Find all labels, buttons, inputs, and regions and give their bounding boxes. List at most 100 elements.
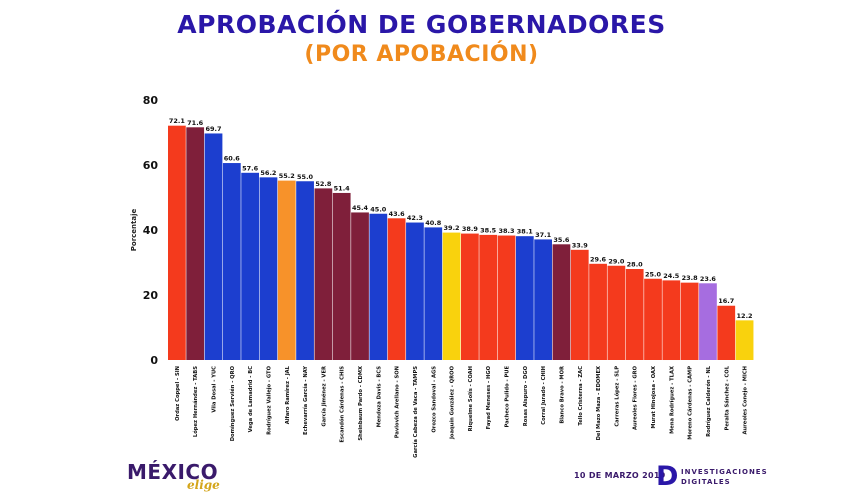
value-label: 25.0 (645, 270, 662, 278)
value-label: 38.3 (498, 227, 514, 235)
bar (296, 181, 314, 360)
value-label: 33.9 (572, 241, 589, 249)
x-tick-label: Orozco Sandoval - AGS (431, 366, 437, 433)
x-tick-label: Alfaro Ramírez - JAL (284, 365, 291, 424)
value-label: 39.2 (444, 224, 460, 232)
x-tick-label: Corral Jurado - CHIH (541, 366, 547, 425)
y-axis-ticks: 0 20 40 60 80 (143, 94, 159, 367)
chart-title: APROBACIÓN DE GOBERNADORES (177, 10, 666, 39)
x-tick-label: Vega de Lamadrid - BC (248, 366, 254, 433)
bar (589, 263, 607, 360)
y-tick-label: 60 (143, 159, 159, 172)
bars (168, 125, 754, 361)
value-label: 29.6 (590, 255, 607, 263)
bar (168, 125, 186, 361)
value-label: 55.2 (279, 172, 295, 180)
bar (332, 192, 351, 360)
value-label: 35.6 (553, 236, 570, 244)
value-label: 72.1 (169, 117, 186, 125)
y-tick-label: 20 (143, 289, 159, 302)
bar (204, 133, 223, 360)
x-tick-label: Rodríguez Calderón - NL (705, 365, 712, 437)
x-tick-label: Sheinbaum Pardo - CDMX (358, 366, 364, 441)
bar (644, 278, 662, 360)
x-tick-label: Pavlovich Arellano - SON (395, 366, 401, 438)
mexico-elige-logo-sub: elige (187, 478, 220, 492)
x-tick-label: Rodríguez Vallejo - GTO (265, 365, 272, 434)
value-label: 71.6 (187, 119, 204, 127)
value-label: 38.1 (517, 228, 534, 236)
publication-date: 10 DE MARZO 2019 (574, 471, 666, 480)
bar (406, 222, 424, 360)
x-tick-label: Mena Rodríguez - TLAX (668, 366, 675, 434)
x-tick-label: Vila Dosal - YUC (212, 366, 218, 413)
bar (461, 233, 479, 360)
y-tick-label: 0 (150, 354, 158, 367)
x-tick-label: Joaquín González - QROO (449, 365, 456, 440)
bar (552, 244, 571, 360)
bar (570, 249, 589, 360)
x-tick-label: Del Mazo Maza - EDOMEX (596, 366, 602, 440)
brand-name-line1: INVESTIGACIONES (681, 468, 768, 476)
bar (387, 218, 406, 360)
value-label: 28.0 (627, 261, 644, 269)
brand-name-line2: DIGITALES (681, 478, 731, 486)
value-label: 51.4 (334, 184, 351, 192)
value-label: 37.1 (535, 231, 552, 239)
value-label: 45.0 (370, 205, 387, 213)
x-tick-label: García Jiménez - VER (320, 366, 327, 427)
bar (222, 163, 241, 360)
y-tick-label: 80 (143, 94, 159, 107)
x-tick-label: López Hernández - TABS (192, 366, 199, 437)
bar (369, 213, 388, 360)
y-tick-label: 40 (143, 224, 159, 237)
value-labels: 72.1 71.669.7 60.657.656.2 55.2 55.052.851.4… (169, 117, 753, 320)
value-label: 29.0 (608, 257, 625, 265)
x-tick-label: Blanco Bravo - MOR (559, 366, 565, 424)
bar (515, 236, 534, 360)
x-tick-label: Ordaz Coppel - SIN (175, 366, 181, 421)
x-tick-label: Domínguez Servién - QRO (229, 365, 236, 441)
value-label: 55.0 (297, 173, 314, 181)
value-label: 16.7 (718, 297, 734, 305)
x-tick-label: Rosas Aispuro - DGO (523, 365, 529, 426)
bar (351, 212, 369, 360)
x-tick-label: Aureoles Flores - GRO (633, 365, 639, 430)
bar (680, 282, 699, 360)
value-label: 38.9 (462, 225, 479, 233)
value-label: 38.5 (480, 226, 497, 234)
chart-subtitle: (POR APOBACIÓN) (304, 42, 539, 67)
x-tick-label: Peralta Sánchez - COL (723, 365, 730, 430)
value-label: 69.7 (205, 125, 221, 133)
mexico-elige-logo: MÉXICO (127, 460, 219, 484)
x-tick-label: Aureoles Conejo - MICH (743, 366, 749, 434)
x-tick-label: Moreno Cárdenas - CAMP (687, 366, 694, 440)
x-tick-label: Murat Hinojosa - OAX (651, 366, 657, 429)
bar (497, 235, 516, 360)
value-label: 23.8 (682, 274, 699, 282)
value-label: 43.6 (389, 210, 406, 218)
x-axis-labels: Ordaz Coppel - SIN López Hernández - TABS… (175, 365, 749, 458)
bar (314, 188, 333, 360)
bar (735, 320, 754, 360)
x-tick-label: Mendoza Davis - BCS (376, 366, 382, 428)
bar (186, 127, 205, 360)
bar (717, 305, 736, 360)
x-tick-label: Riquelme Solís - COAH (467, 366, 474, 431)
value-label: 56.2 (260, 169, 276, 177)
bar (607, 265, 626, 360)
x-tick-label: Fayad Meneses - HGO (486, 365, 492, 429)
bar (277, 180, 296, 360)
bar (259, 177, 278, 360)
value-label: 60.6 (224, 155, 241, 163)
value-label: 40.8 (425, 219, 442, 227)
y-axis-label: Porcentaje (130, 209, 138, 252)
x-tick-label: Echevarría García - NAY (302, 366, 309, 435)
investigaciones-digitales-logo-icon: D (656, 461, 679, 492)
value-label: 52.8 (315, 180, 332, 188)
value-label: 23.6 (700, 275, 717, 283)
bar (662, 280, 681, 361)
x-tick-label: García Cabeza de Vaca - TAMPS (412, 366, 419, 458)
bar (479, 234, 498, 361)
